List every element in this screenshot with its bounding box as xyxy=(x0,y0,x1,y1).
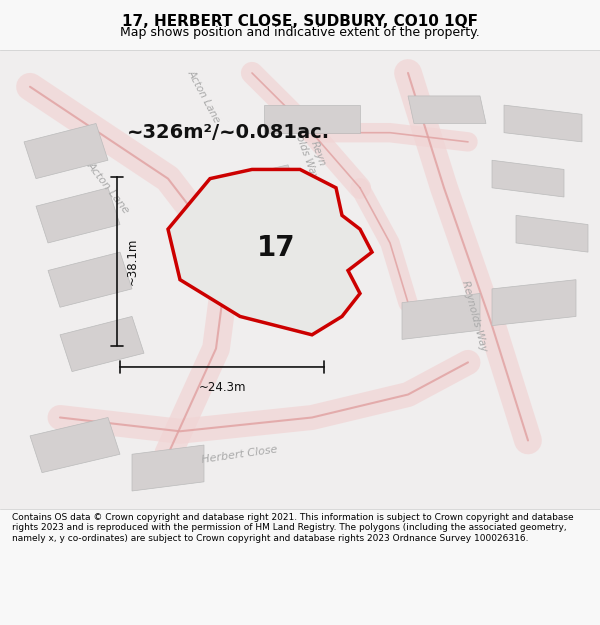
Text: 17, HERBERT CLOSE, SUDBURY, CO10 1QF: 17, HERBERT CLOSE, SUDBURY, CO10 1QF xyxy=(122,14,478,29)
Text: Reynolds Way: Reynolds Way xyxy=(460,280,488,353)
Polygon shape xyxy=(516,216,588,252)
Text: Acton Lane: Acton Lane xyxy=(186,68,222,124)
Polygon shape xyxy=(492,160,564,197)
Text: Herbert Close: Herbert Close xyxy=(202,444,278,464)
Text: 17: 17 xyxy=(257,234,295,261)
Polygon shape xyxy=(504,105,582,142)
Text: Acton Lane: Acton Lane xyxy=(85,160,131,216)
Text: ~326m²/~0.081ac.: ~326m²/~0.081ac. xyxy=(127,123,329,142)
Polygon shape xyxy=(60,316,144,371)
Polygon shape xyxy=(24,124,108,179)
Text: ~38.1m: ~38.1m xyxy=(126,238,139,285)
Text: ~24.3m: ~24.3m xyxy=(198,381,246,394)
Polygon shape xyxy=(492,279,576,326)
Polygon shape xyxy=(132,445,204,491)
Text: Reyn
olds Way: Reyn olds Way xyxy=(294,130,330,181)
Polygon shape xyxy=(36,188,120,243)
Polygon shape xyxy=(408,96,486,124)
Polygon shape xyxy=(402,294,480,339)
Polygon shape xyxy=(48,252,132,308)
Polygon shape xyxy=(264,105,360,132)
Text: Contains OS data © Crown copyright and database right 2021. This information is : Contains OS data © Crown copyright and d… xyxy=(12,513,574,542)
Polygon shape xyxy=(30,418,120,472)
Polygon shape xyxy=(168,169,372,335)
Polygon shape xyxy=(228,165,300,211)
Text: Map shows position and indicative extent of the property.: Map shows position and indicative extent… xyxy=(120,26,480,39)
